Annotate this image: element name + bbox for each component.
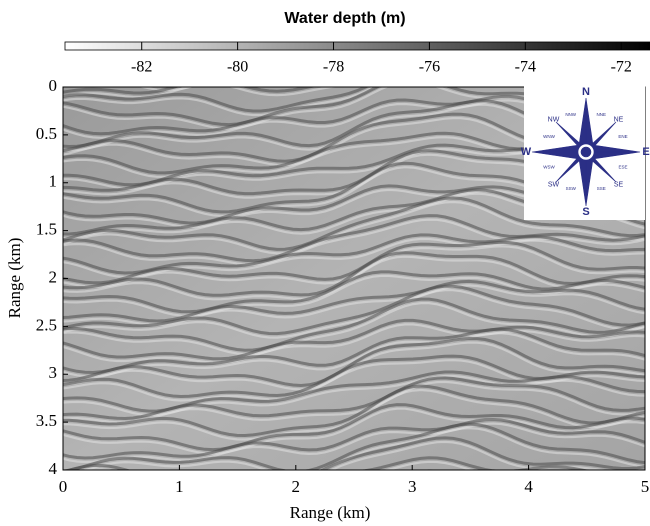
colorbar-tick-label: -80 — [227, 59, 248, 76]
x-tick-label: 4 — [524, 477, 533, 496]
compass-label: E — [642, 146, 649, 158]
ridge-shadow — [63, 279, 645, 323]
y-tick-label: 0 — [49, 76, 58, 95]
compass-label: ENE — [618, 134, 627, 139]
ridge-shadow — [63, 214, 645, 263]
y-tick-label: 1 — [49, 172, 58, 191]
compass-label: SSE — [597, 186, 606, 191]
ridge-light — [63, 422, 645, 464]
ridge-light — [63, 274, 645, 317]
y-tick-label: 3.5 — [36, 411, 57, 430]
y-tick-label: 2.5 — [36, 315, 57, 334]
ridge-shadow — [63, 297, 645, 352]
ridge-shadow — [63, 403, 645, 452]
colorbar-tick-label: -78 — [323, 59, 344, 76]
compass-label: NE — [614, 116, 624, 123]
ridge-shadow — [63, 422, 645, 470]
y-tick-label: 3 — [49, 363, 58, 382]
compass-label: ESE — [618, 164, 627, 169]
y-axis-label: Range (km) — [5, 238, 24, 319]
y-tick-label: 0.5 — [36, 124, 57, 143]
ridge-light — [63, 288, 645, 339]
x-tick-label: 5 — [641, 477, 650, 496]
ridge-shadow — [63, 270, 645, 314]
compass-label: N — [582, 86, 590, 98]
ridge-shadow — [63, 417, 645, 460]
colorbar-tick-label: -72 — [611, 59, 632, 76]
ridge-shadow — [64, 436, 645, 470]
compass-label: WNW — [543, 134, 555, 139]
ridge-shadow — [63, 284, 645, 336]
ridge-shadow — [63, 384, 645, 438]
compass-label: WSW — [543, 164, 555, 169]
y-tick-label: 1.5 — [36, 220, 57, 239]
compass-label: NW — [548, 116, 560, 123]
compass-inset — [524, 82, 645, 220]
ridge-shadow — [63, 87, 645, 113]
ridge-shadow — [63, 251, 645, 297]
compass-label: SE — [614, 181, 624, 188]
compass-label: SSW — [566, 186, 577, 191]
ridge-light — [63, 332, 645, 378]
ridge-shadow — [63, 196, 645, 251]
colorbar-tick-label: -82 — [131, 59, 152, 76]
ridge-light — [63, 407, 645, 455]
compass-label: S — [582, 206, 589, 218]
compass-label: NNE — [597, 112, 607, 117]
x-axis-label: Range (km) — [290, 503, 371, 522]
y-tick-label: 4 — [49, 459, 58, 478]
ridge-shadow — [63, 370, 645, 413]
compass-label: W — [521, 146, 532, 158]
x-tick-label: 3 — [408, 477, 417, 496]
compass-label: NNW — [565, 112, 576, 117]
colorbar-tick-label: -74 — [515, 59, 536, 76]
y-tick-label: 2 — [49, 267, 58, 286]
colorbar-tick-label: -76 — [419, 59, 440, 76]
x-tick-label: 1 — [175, 477, 184, 496]
colorbar-title: Water depth (m) — [284, 10, 405, 27]
ridge-shadow — [358, 456, 590, 470]
ridge-light — [139, 87, 194, 92]
ridge-light — [63, 302, 645, 356]
x-tick-label: 2 — [292, 477, 301, 496]
compass-label: SW — [548, 181, 560, 188]
ridge-light — [63, 200, 645, 255]
ridge-shadow — [63, 327, 645, 375]
x-tick-label: 0 — [59, 477, 68, 496]
ridge-shadow — [63, 318, 645, 361]
ridge-shadow — [63, 87, 645, 95]
ridge-shadow — [63, 240, 645, 285]
ridge-light — [63, 323, 645, 364]
ridge-shadow — [63, 336, 645, 388]
colorbar — [64, 41, 650, 51]
ridge-shadow — [63, 376, 645, 421]
